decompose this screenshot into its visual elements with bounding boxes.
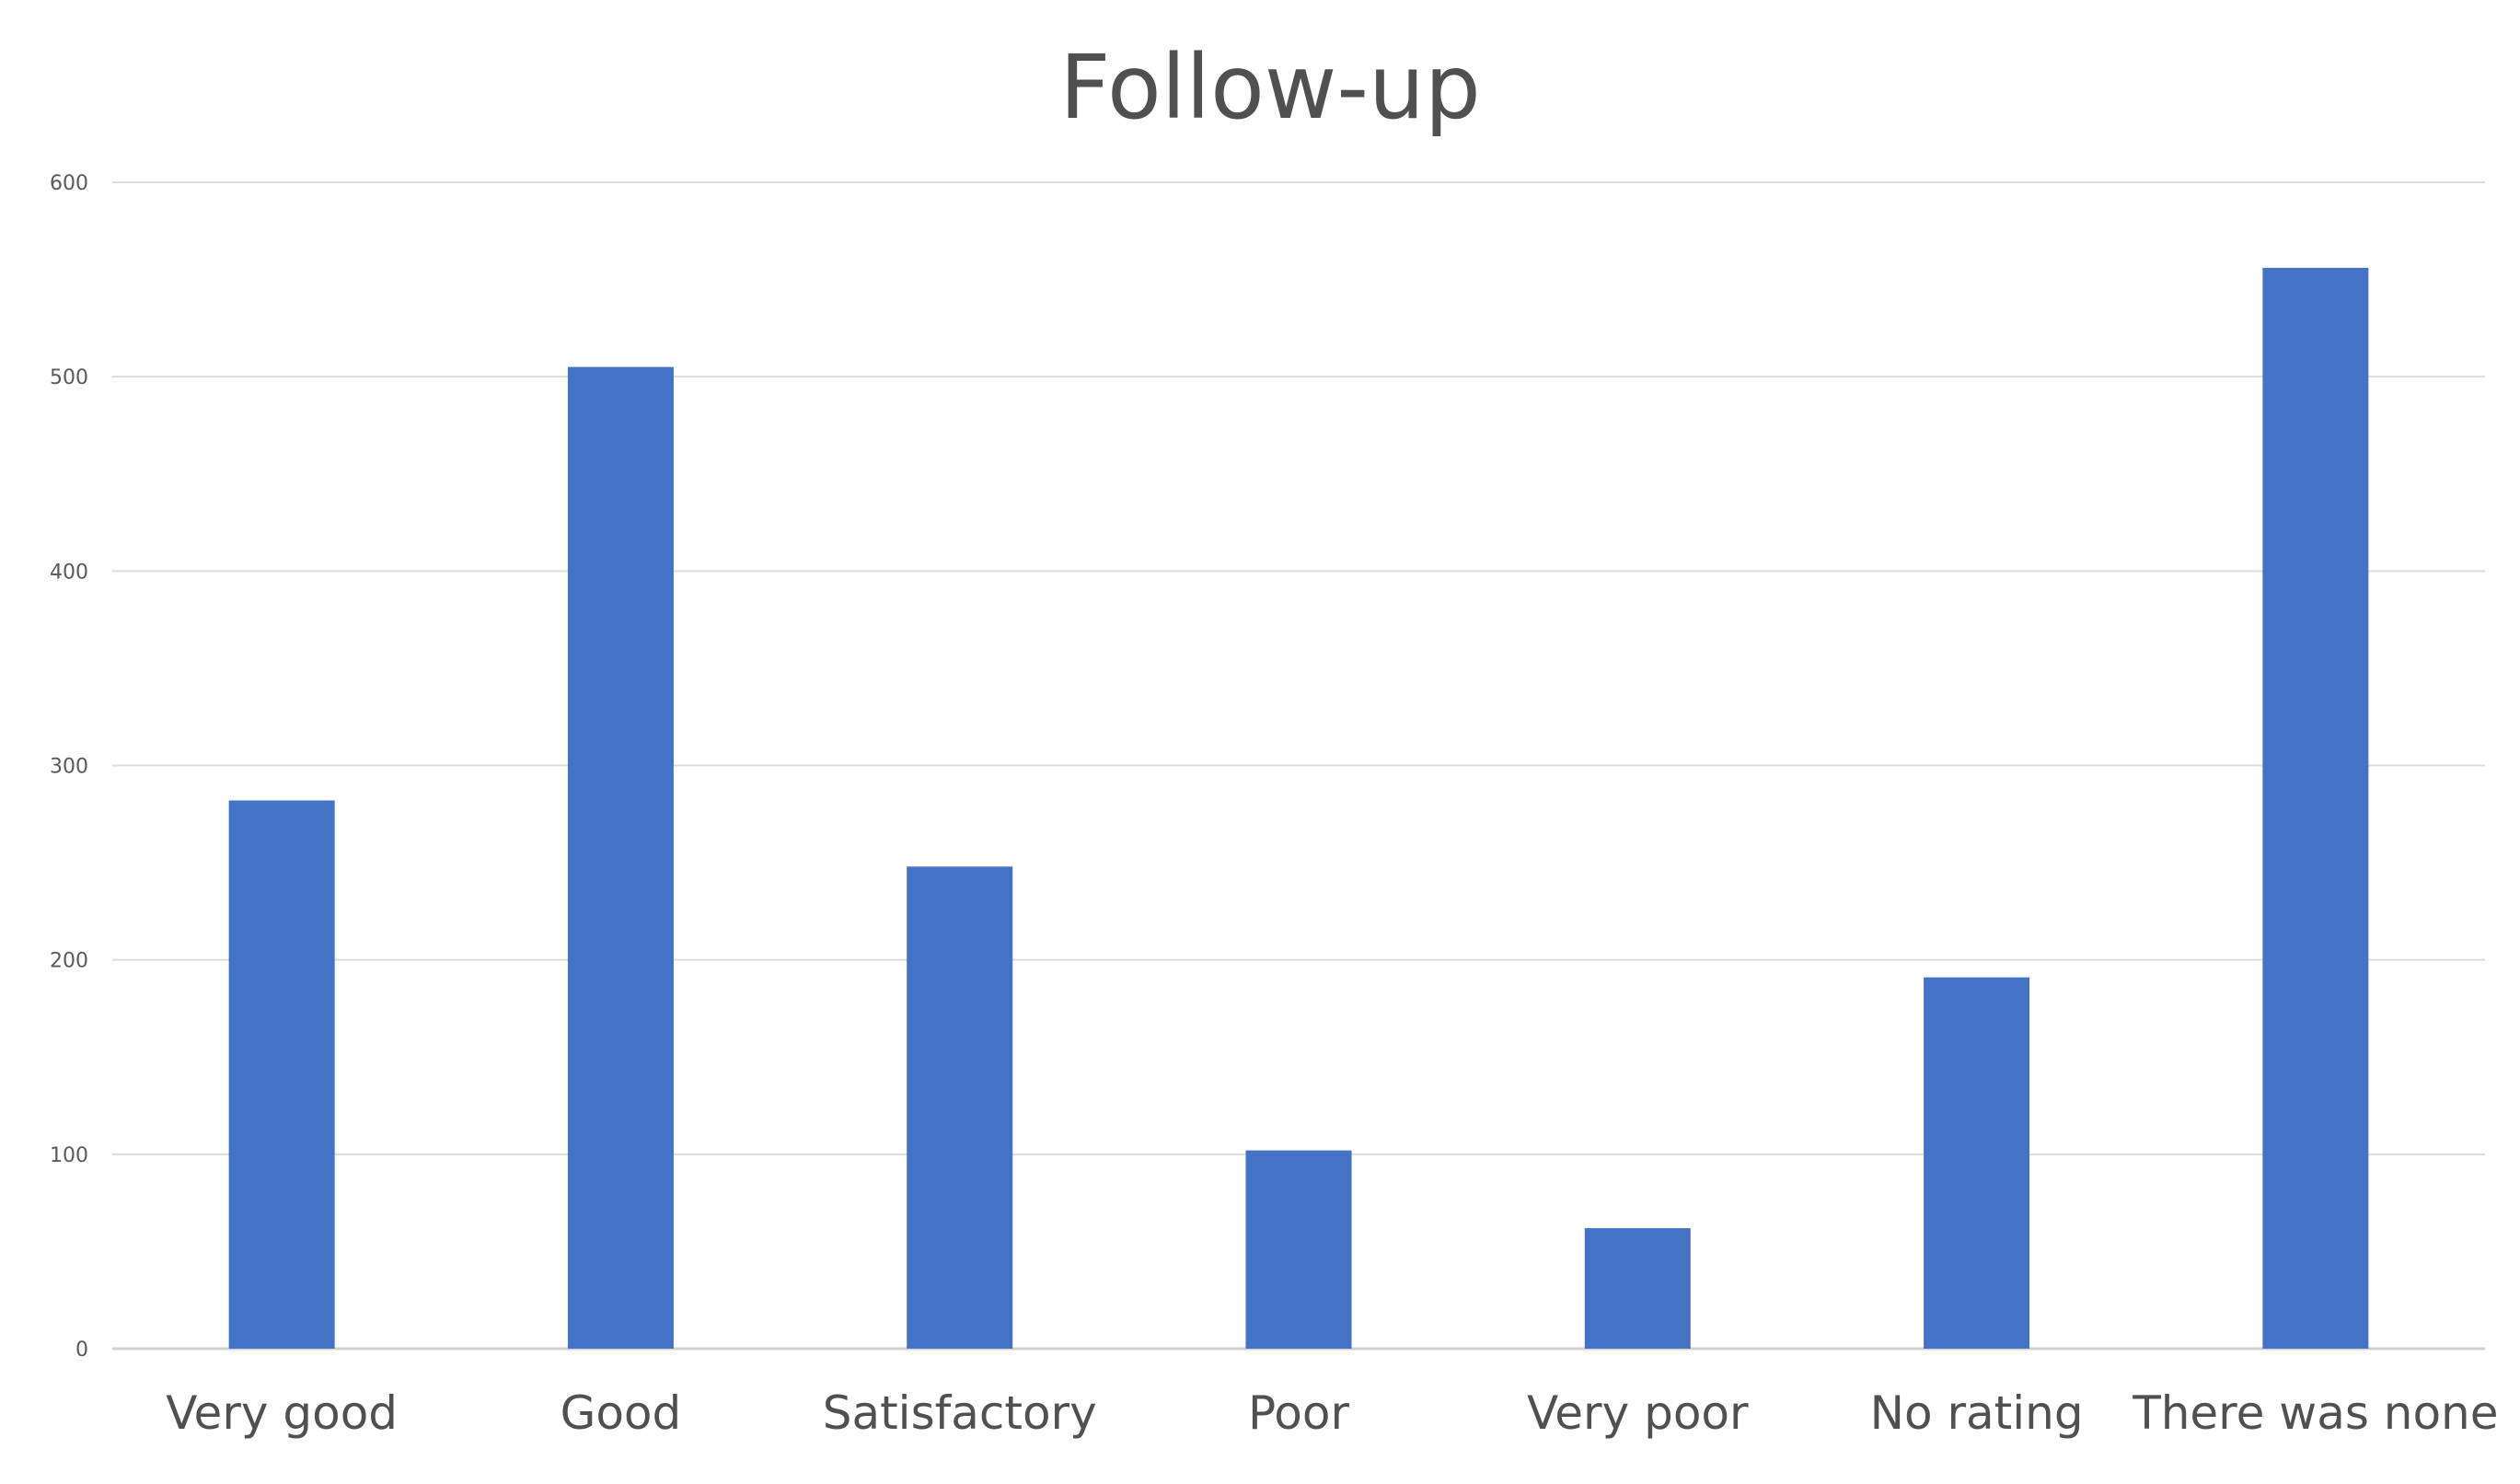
y-tick-label: 600: [50, 172, 88, 195]
x-tick-label: Satisfactory: [823, 1386, 1097, 1440]
y-tick-label: 500: [50, 366, 88, 389]
x-tick-label: Very good: [166, 1386, 398, 1440]
y-tick-label: 100: [50, 1144, 88, 1167]
y-tick-label: 400: [50, 561, 88, 584]
y-tick-label: 200: [50, 950, 88, 973]
x-tick-label: No rating: [1870, 1386, 2084, 1440]
x-tick-label: Very poor: [1527, 1386, 1749, 1440]
x-tick-label: Poor: [1248, 1386, 1350, 1440]
y-tick-label: 0: [75, 1339, 88, 1362]
bar: [1245, 1150, 1352, 1349]
x-tick-label: Good: [561, 1386, 682, 1440]
bars: [228, 267, 2369, 1349]
gridlines: [112, 181, 2485, 1351]
x-tick-label: There was none: [2132, 1386, 2498, 1440]
bar: [1584, 1228, 1691, 1349]
chart-title: Follow-up: [1059, 36, 1481, 139]
bar: [1924, 977, 2030, 1349]
bar: [2262, 267, 2369, 1349]
y-axis-tick-labels: 0 100 200 300 400 500 600: [50, 172, 88, 1362]
bar: [567, 366, 674, 1349]
x-axis-tick-labels: Very good Good Satisfactory Poor Very poor No…: [166, 1386, 2498, 1440]
bar: [228, 800, 335, 1349]
bar: [907, 866, 1013, 1349]
y-tick-label: 300: [50, 756, 88, 779]
